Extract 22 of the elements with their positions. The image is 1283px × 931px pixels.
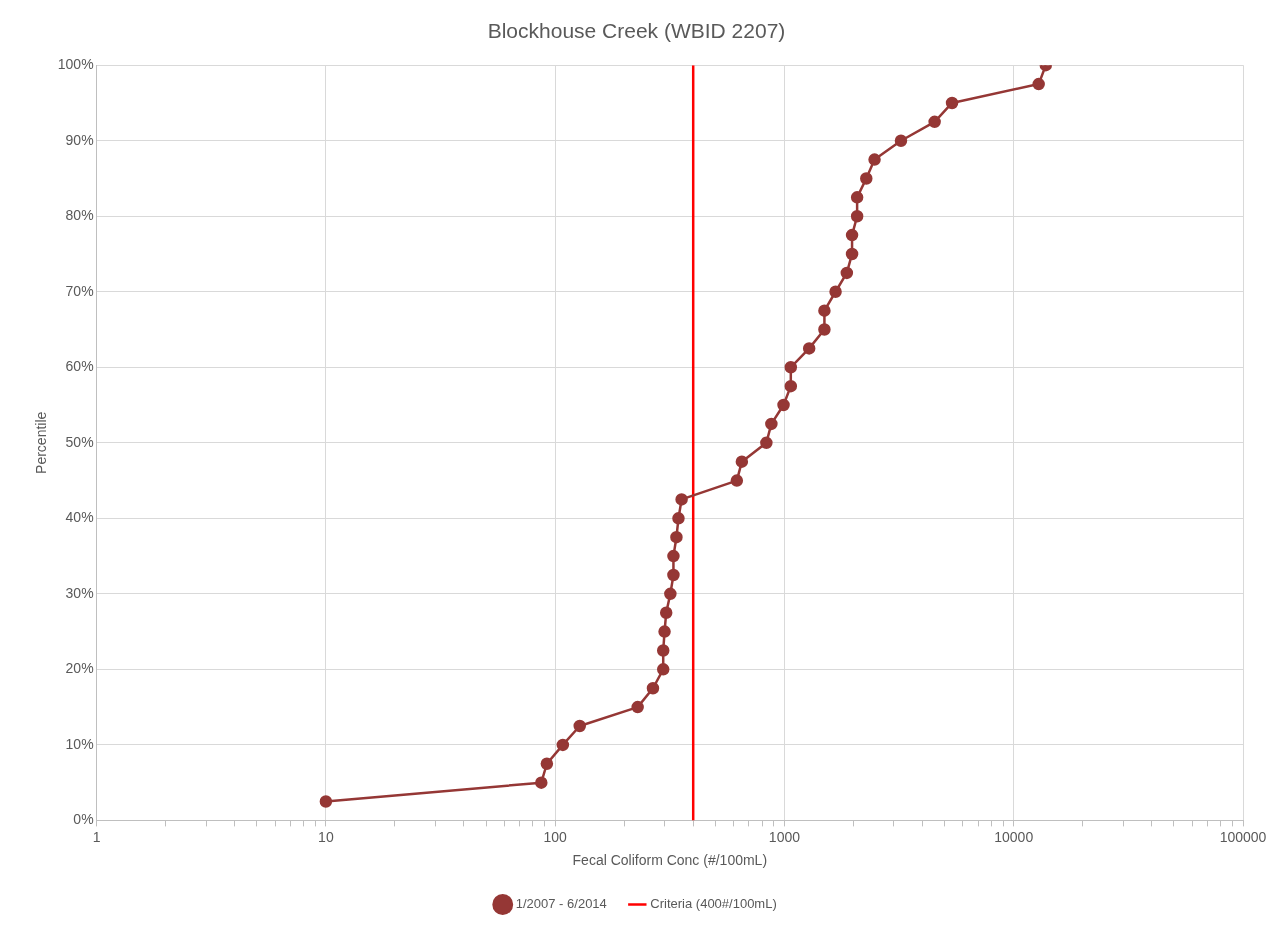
legend-label: Criteria (400#/100mL): [650, 896, 777, 912]
x-tick-label: 100: [543, 828, 568, 845]
x-axis-title: Fecal Coliform Conc (#/100mL): [572, 852, 768, 869]
y-tick-label: 60%: [65, 358, 94, 375]
x-tick-label: 1: [92, 828, 101, 845]
x-tick-label: 10: [318, 828, 334, 845]
x-tick-label: 1000: [768, 828, 801, 845]
y-tick-label: 70%: [65, 282, 94, 299]
y-tick-label: 0%: [73, 811, 94, 828]
y-tick-label: 50%: [65, 433, 94, 450]
y-tick-label: 40%: [65, 509, 94, 526]
y-tick-label: 10%: [65, 735, 94, 752]
y-tick-label: 80%: [65, 207, 94, 224]
x-tick-label: 10000: [994, 828, 1034, 845]
chart-title: Blockhouse Creek (WBID 2207): [487, 19, 786, 43]
legend-label: 1/2007 - 6/2014: [515, 896, 607, 912]
y-axis-title: Percentile: [33, 411, 50, 474]
x-tick-label: 100000: [1219, 828, 1267, 845]
y-tick-label: 30%: [65, 584, 94, 601]
y-tick-label: 90%: [65, 131, 94, 148]
y-tick-label: 100%: [57, 56, 94, 73]
y-tick-label: 20%: [65, 660, 94, 677]
